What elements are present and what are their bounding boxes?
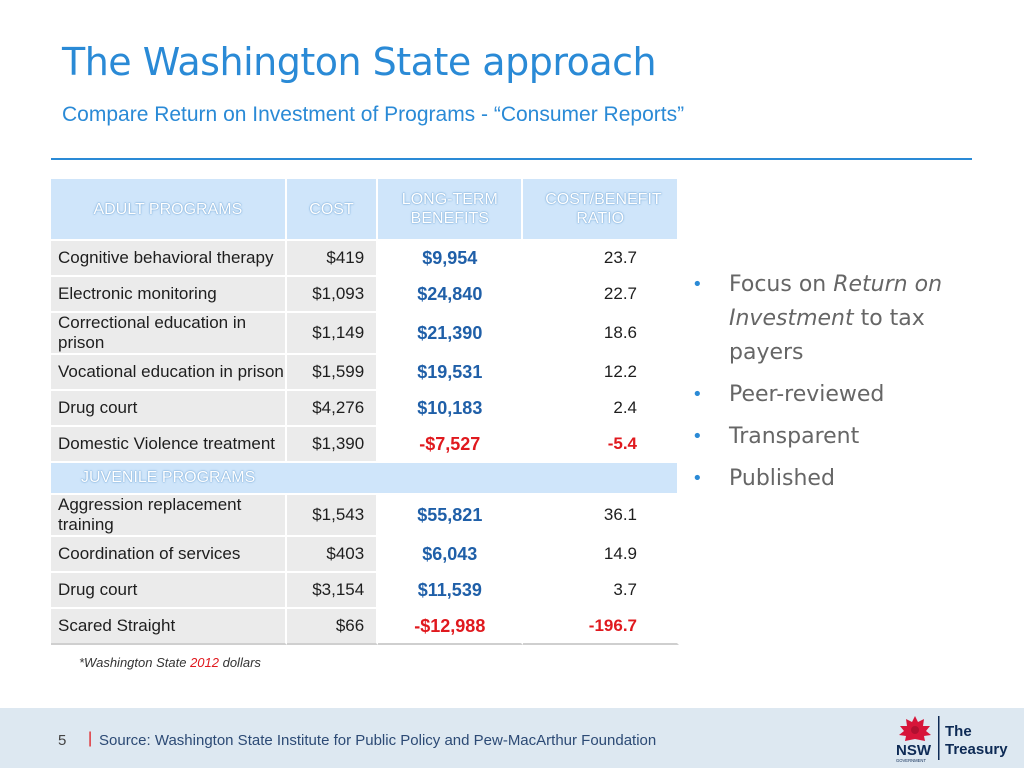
program-cost: $419	[286, 241, 379, 277]
program-name: Coordination of services	[51, 537, 287, 573]
bullet-text: Focus on	[729, 272, 834, 297]
header-long-term-benefits-label: LONG-TERM BENEFITS	[401, 191, 498, 227]
footer-separator: |	[88, 730, 93, 747]
bullet-text: Peer-reviewed	[729, 382, 885, 407]
header-adult-programs: ADULT PROGRAMS	[51, 179, 287, 241]
program-benefit: $11,539	[378, 573, 524, 609]
logo-nsw-text: NSW	[896, 742, 932, 759]
page-number: 5	[58, 732, 67, 749]
header-cost: COST	[286, 179, 379, 241]
program-ratio: 14.9	[523, 537, 679, 573]
title-divider	[51, 158, 972, 160]
program-name: Drug court	[51, 391, 287, 427]
table-header-row: ADULT PROGRAMS COST LONG-TERM BENEFITS C…	[51, 179, 679, 241]
program-name: Aggression replacement training	[51, 495, 287, 537]
bullet-text: Published	[729, 466, 835, 491]
footer-source: Source: Washington State Institute for P…	[99, 732, 657, 749]
program-cost: $1,149	[286, 313, 379, 355]
program-benefit: $55,821	[378, 495, 524, 537]
bullet-text: to tax payers	[729, 306, 925, 365]
waratah-icon	[899, 716, 931, 741]
bullet-text-italic: Return on Investment	[729, 272, 943, 331]
bullet-item: • Transparent	[692, 420, 972, 454]
program-name: Cognitive behavioral therapy	[51, 241, 287, 277]
slide-title: The Washington State approach	[62, 40, 657, 84]
program-name: Correctional education in prison	[51, 313, 287, 355]
program-cost: $1,093	[286, 277, 379, 313]
header-cost-benefit-ratio-label: COST/BENEFIT RATIO	[545, 191, 662, 227]
footnote-text: dollars	[218, 655, 261, 670]
program-name: Scared Straight	[51, 609, 287, 645]
table-row: Correctional education in prison $1,149 …	[51, 313, 679, 355]
juvenile-section-row: JUVENILE PROGRAMS	[51, 463, 679, 495]
program-cost: $1,543	[286, 495, 379, 537]
program-benefit: $19,531	[378, 355, 524, 391]
table-row: Domestic Violence treatment $1,390 -$7,5…	[51, 427, 679, 463]
program-benefit: $24,840	[378, 277, 524, 313]
bullet-text: Transparent	[729, 424, 860, 449]
bullet-dot-icon: •	[692, 468, 703, 489]
program-cost: $3,154	[286, 573, 379, 609]
bullet-item: • Peer-reviewed	[692, 378, 972, 412]
footnote-text: *Washington State	[79, 655, 191, 670]
programs-table: ADULT PROGRAMS COST LONG-TERM BENEFITS C…	[51, 179, 679, 645]
table-row: Drug court $3,154 $11,539 3.7	[51, 573, 679, 609]
program-ratio-negative: -196.7	[523, 609, 679, 645]
program-benefit-negative: -$7,527	[378, 427, 524, 463]
bullet-dot-icon: •	[692, 384, 703, 405]
bullet-list: • Focus on Return on Investment to tax p…	[692, 268, 972, 504]
program-ratio-negative: -5.4	[523, 427, 679, 463]
bullet-dot-icon: •	[692, 274, 703, 295]
program-ratio: 3.7	[523, 573, 679, 609]
program-ratio: 22.7	[523, 277, 679, 313]
program-cost: $1,390	[286, 427, 379, 463]
nsw-treasury-logo: NSW GOVERNMENT The Treasury	[896, 716, 1008, 763]
program-benefit: $10,183	[378, 391, 524, 427]
table-row: Aggression replacement training $1,543 $…	[51, 495, 679, 537]
table-row: Electronic monitoring $1,093 $24,840 22.…	[51, 277, 679, 313]
program-name: Electronic monitoring	[51, 277, 287, 313]
program-ratio: 12.2	[523, 355, 679, 391]
footer-bar: 5 | Source: Washington State Institute f…	[0, 708, 1024, 768]
program-name: Drug court	[51, 573, 287, 609]
program-benefit: $6,043	[378, 537, 524, 573]
program-name: Domestic Violence treatment	[51, 427, 287, 463]
logo-government-text: GOVERNMENT	[896, 758, 926, 763]
program-ratio: 36.1	[523, 495, 679, 537]
footnote: *Washington State 2012 dollars	[79, 655, 261, 670]
bullet-item: • Focus on Return on Investment to tax p…	[692, 268, 972, 370]
logo-treasury-text: Treasury	[945, 741, 1008, 758]
header-cost-benefit-ratio: COST/BENEFIT RATIO	[523, 179, 679, 241]
program-cost: $66	[286, 609, 379, 645]
bullet-dot-icon: •	[692, 426, 703, 447]
footnote-year: 2012	[190, 655, 219, 670]
logo-the-text: The	[945, 723, 972, 740]
table-row: Coordination of services $403 $6,043 14.…	[51, 537, 679, 573]
table-row: Drug court $4,276 $10,183 2.4	[51, 391, 679, 427]
table-row: Scared Straight $66 -$12,988 -196.7	[51, 609, 679, 645]
program-benefit-negative: -$12,988	[378, 609, 524, 645]
bullet-item: • Published	[692, 462, 972, 496]
program-name: Vocational education in prison	[51, 355, 287, 391]
logo-divider	[938, 716, 940, 760]
juvenile-programs-header: JUVENILE PROGRAMS	[51, 463, 679, 495]
program-cost: $403	[286, 537, 379, 573]
program-cost: $1,599	[286, 355, 379, 391]
program-ratio: 2.4	[523, 391, 679, 427]
slide-subtitle: Compare Return on Investment of Programs…	[62, 103, 685, 126]
header-long-term-benefits: LONG-TERM BENEFITS	[378, 179, 524, 241]
program-benefit: $9,954	[378, 241, 524, 277]
program-benefit: $21,390	[378, 313, 524, 355]
program-cost: $4,276	[286, 391, 379, 427]
table-row: Cognitive behavioral therapy $419 $9,954…	[51, 241, 679, 277]
program-ratio: 23.7	[523, 241, 679, 277]
program-ratio: 18.6	[523, 313, 679, 355]
table-row: Vocational education in prison $1,599 $1…	[51, 355, 679, 391]
